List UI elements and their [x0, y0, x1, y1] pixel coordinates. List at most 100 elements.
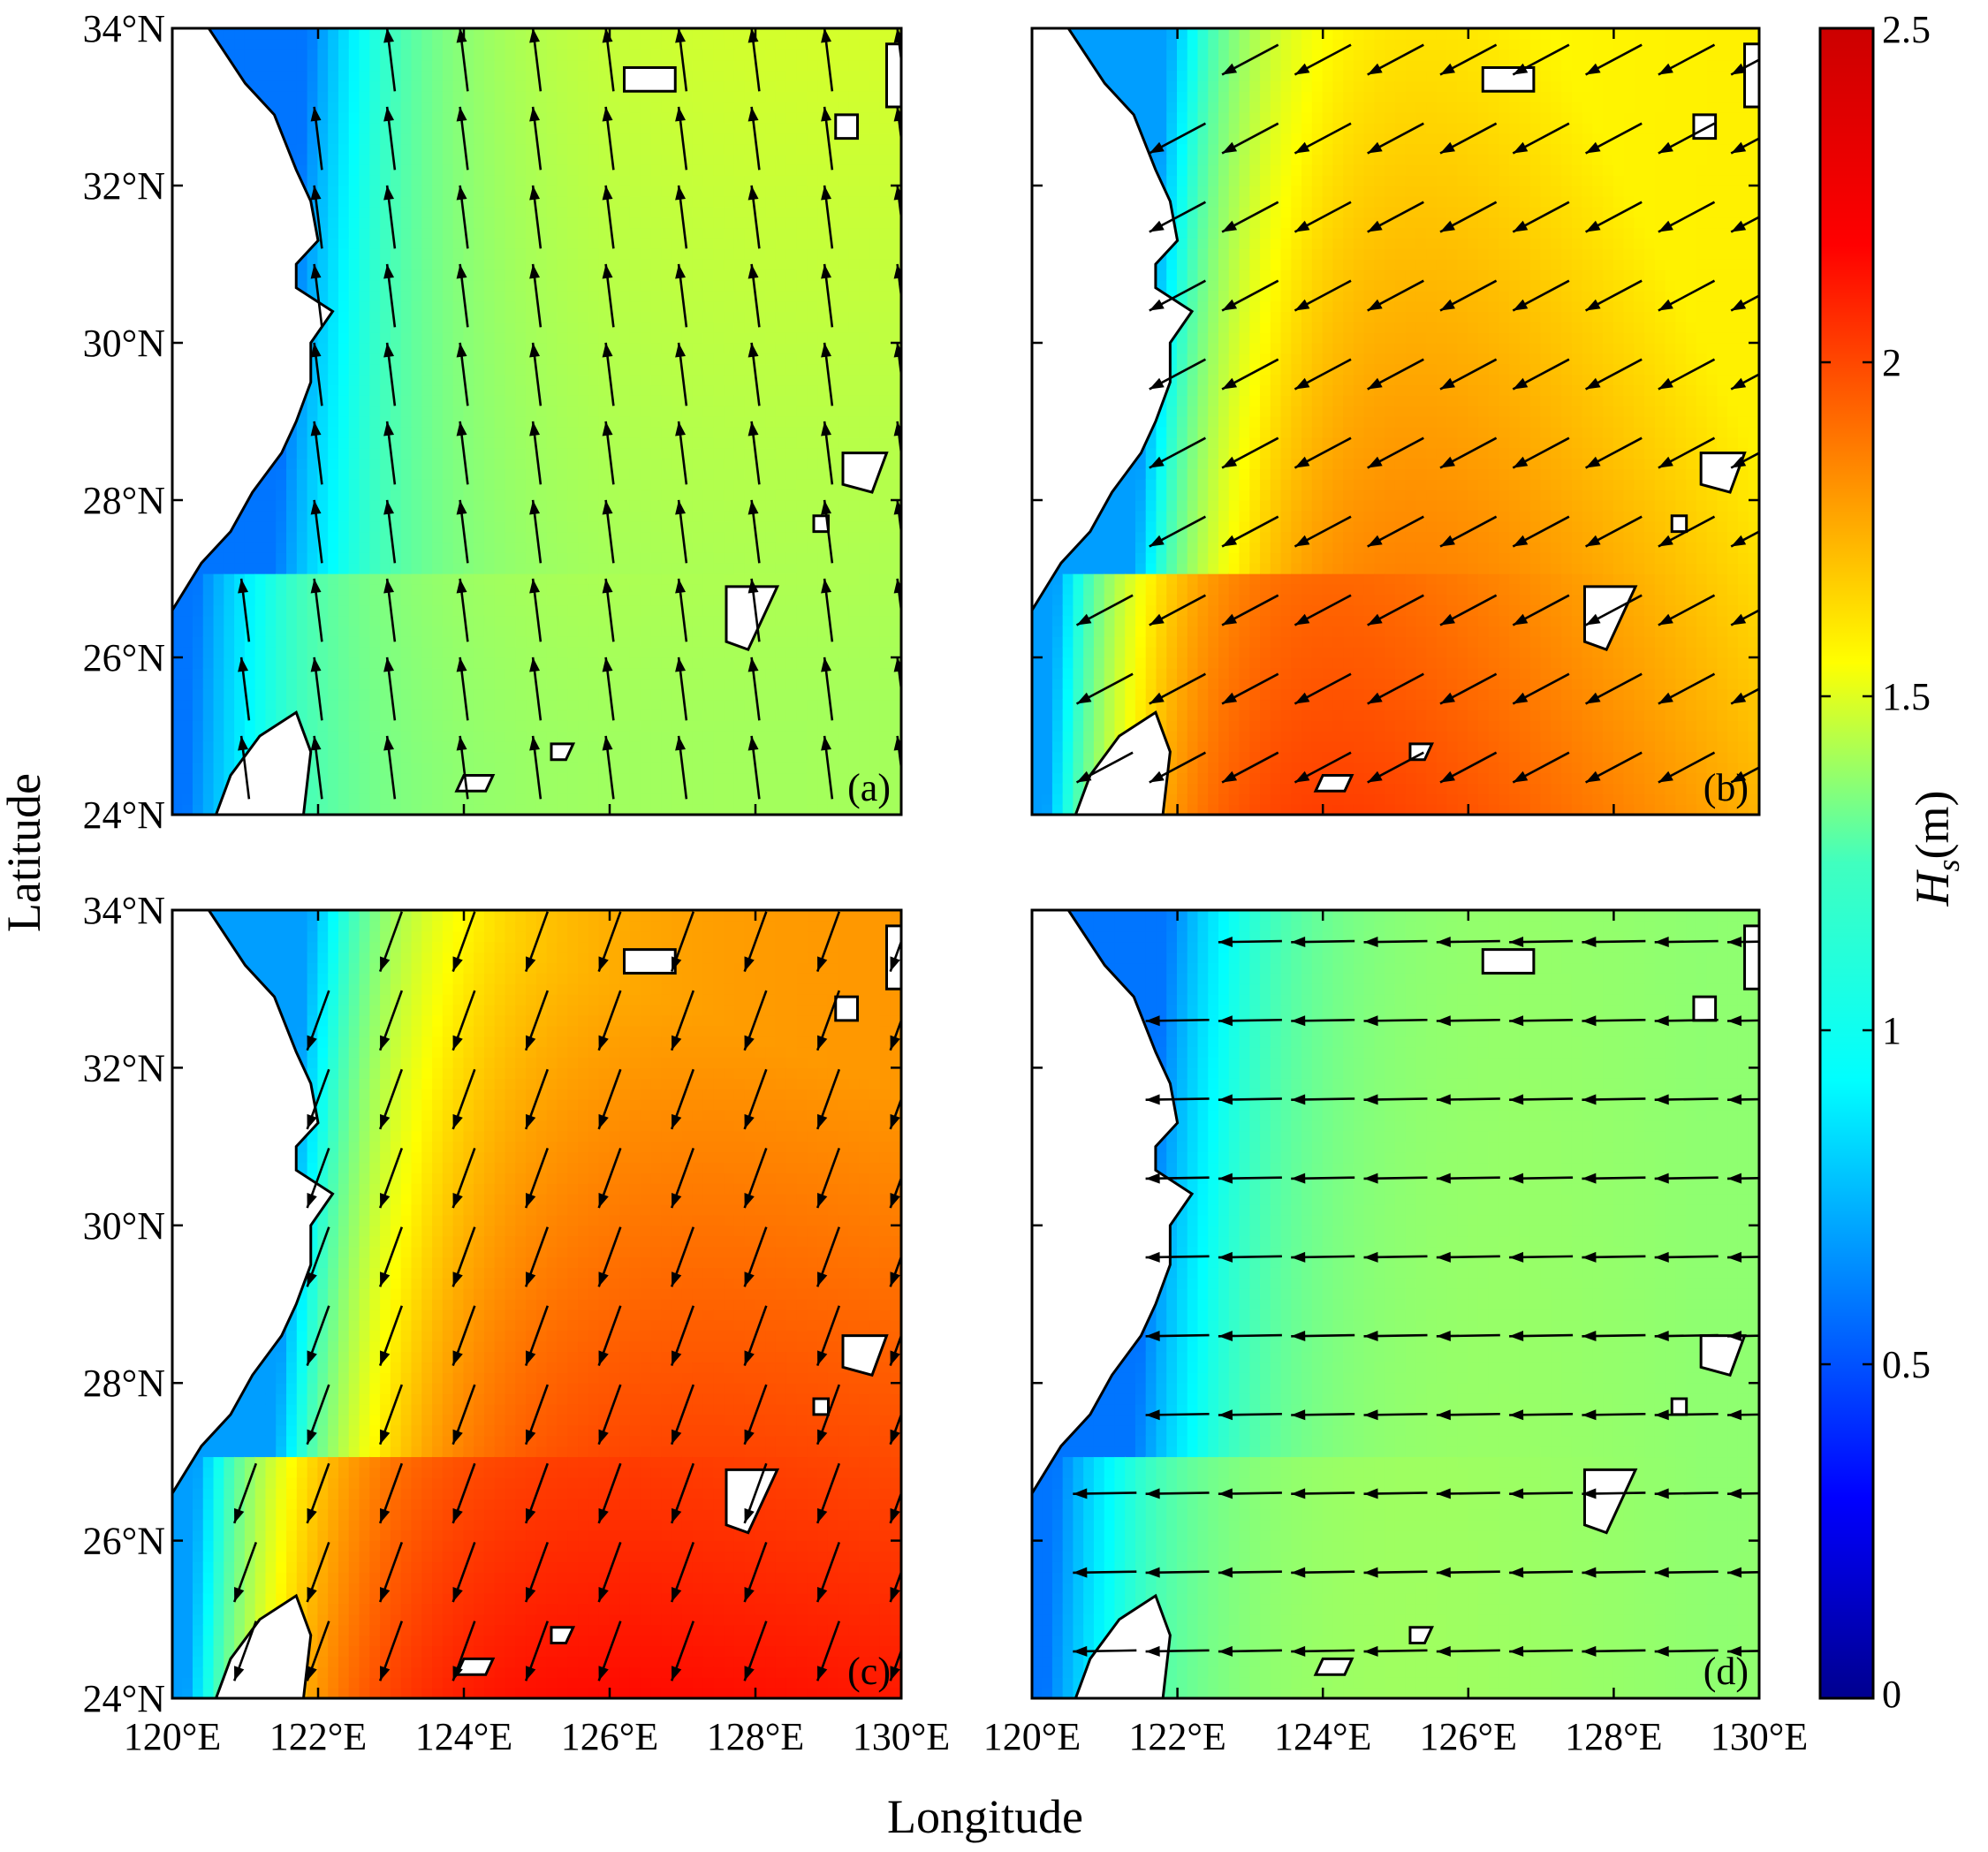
hs-cell: [474, 520, 486, 533]
hs-cell: [474, 510, 486, 522]
hs-cell: [578, 646, 590, 658]
hs-cell: [661, 383, 673, 396]
hs-cell: [744, 290, 756, 302]
hs-cell: [359, 153, 371, 165]
hs-cell: [702, 751, 715, 763]
hs-cell: [317, 394, 330, 406]
hs-cell: [483, 583, 496, 596]
hs-cell: [713, 374, 725, 386]
hs-cell: [307, 489, 319, 501]
hs-cell: [681, 174, 694, 186]
hs-cell: [640, 206, 652, 218]
hs-cell: [432, 133, 444, 145]
hs-cell: [629, 614, 641, 626]
hs-cell: [317, 59, 330, 72]
hs-cell: [338, 122, 350, 134]
hs-cell: [515, 751, 527, 763]
hs-cell: [598, 237, 611, 249]
hs-cell: [359, 49, 371, 61]
hs-cell: [307, 80, 319, 92]
hs-cell: [535, 405, 548, 417]
hs-cell: [817, 405, 830, 417]
hs-cell: [848, 583, 861, 596]
hs-cell: [859, 405, 871, 417]
hs-cell: [244, 688, 256, 701]
hs-cell: [733, 237, 746, 249]
hs-cell: [483, 28, 496, 40]
hs-cell: [380, 457, 392, 469]
hs-cell: [442, 730, 454, 742]
hs-cell: [609, 594, 621, 606]
hs-cell: [296, 573, 308, 585]
hs-cell: [588, 185, 600, 197]
hs-cell: [619, 678, 632, 690]
hs-cell: [629, 405, 641, 417]
hs-cell: [692, 678, 704, 690]
hs-cell: [672, 163, 684, 176]
hs-cell: [307, 90, 319, 102]
hs-cell: [474, 436, 486, 449]
hs-cell: [838, 383, 850, 396]
hs-cell: [557, 478, 569, 490]
hs-cell: [348, 279, 360, 292]
hs-cell: [254, 562, 267, 574]
hs-cell: [202, 803, 215, 815]
hs-cell: [535, 206, 548, 218]
hs-cell: [474, 174, 486, 186]
hs-cell: [733, 363, 746, 376]
hs-cell: [650, 730, 663, 742]
hs-cell: [494, 646, 506, 658]
hs-cell: [838, 300, 850, 312]
hs-cell: [432, 457, 444, 469]
hs-cell: [172, 646, 184, 658]
hs-cell: [432, 782, 444, 794]
hs-cell: [650, 625, 663, 637]
hs-cell: [328, 185, 340, 197]
hs-cell: [369, 751, 382, 763]
hs-cell: [765, 646, 778, 658]
hs-cell: [421, 195, 434, 208]
hs-cell: [369, 520, 382, 533]
hs-cell: [483, 247, 496, 260]
hs-cell: [598, 478, 611, 490]
hs-cell: [629, 478, 641, 490]
hs-cell: [578, 604, 590, 617]
hs-cell: [526, 625, 538, 637]
hs-cell: [400, 646, 413, 658]
hs-cell: [400, 394, 413, 406]
hs-cell: [380, 478, 392, 490]
hs-cell: [755, 478, 767, 490]
hs-cell: [359, 562, 371, 574]
hs-cell: [286, 489, 299, 501]
hs-cell: [546, 594, 558, 606]
hs-cell: [692, 133, 704, 145]
hs-cell: [807, 331, 819, 344]
hs-cell: [827, 594, 839, 606]
hs-cell: [775, 688, 787, 701]
hs-cell: [411, 290, 423, 302]
hs-cell: [567, 321, 580, 333]
hs-cell: [744, 206, 756, 218]
hs-cell: [672, 478, 684, 490]
hs-cell: [317, 279, 330, 292]
hs-cell: [817, 604, 830, 617]
hs-cell: [224, 583, 236, 596]
hs-cell: [359, 80, 371, 92]
hs-cell: [400, 353, 413, 365]
hs-cell: [557, 163, 569, 176]
hs-cell: [213, 625, 225, 637]
hs-cell: [483, 59, 496, 72]
hs-cell: [785, 457, 798, 469]
hs-cell: [650, 678, 663, 690]
hs-cell: [421, 142, 434, 155]
hs-cell: [452, 520, 465, 533]
hs-cell: [578, 185, 590, 197]
hs-cell: [505, 730, 517, 742]
hs-cell: [733, 499, 746, 512]
hs-cell: [702, 782, 715, 794]
hs-cell: [650, 478, 663, 490]
hs-cell: [535, 709, 548, 721]
hs-cell: [640, 405, 652, 417]
hs-cell: [838, 520, 850, 533]
hs-cell: [775, 226, 787, 239]
